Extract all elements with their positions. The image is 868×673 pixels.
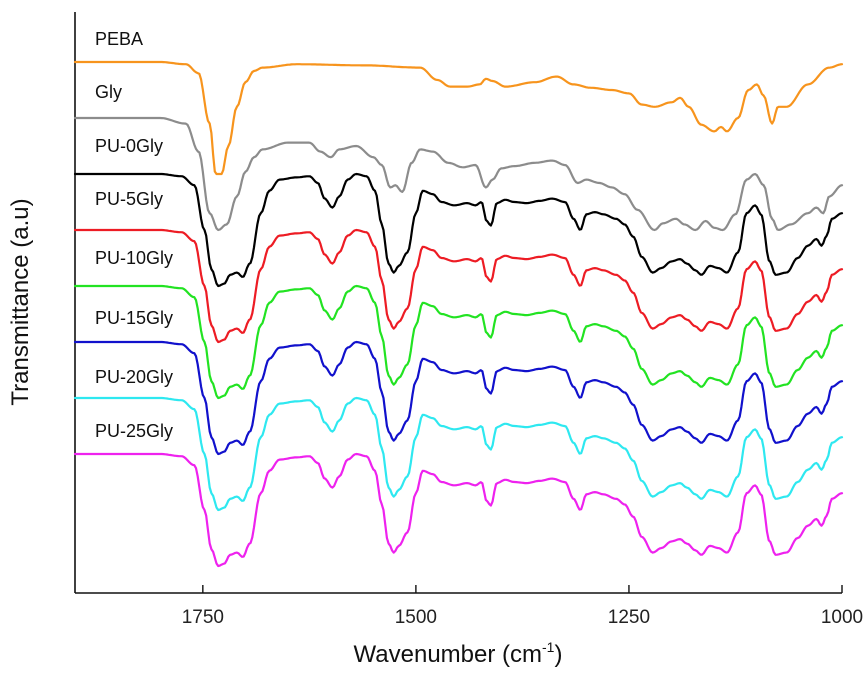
series-label-gly: Gly [95, 82, 122, 102]
series-label-pu-25gly: PU-25Gly [95, 421, 173, 441]
series-label-pu-5gly: PU-5Gly [95, 189, 163, 209]
plot-frame [74, 12, 842, 594]
y-axis-title: Transmittance (a.u) [7, 198, 34, 405]
series-label-pu-0gly: PU-0Gly [95, 136, 163, 156]
series-line-pu-5gly [73, 228, 844, 344]
x-tick-label-1250: 1250 [608, 607, 650, 628]
series-label-pu-10gly: PU-10Gly [95, 248, 173, 268]
series-line-pu-15gly [73, 340, 844, 456]
x-axis-title: Wavenumber (cm-1) [354, 639, 563, 668]
series-labels: PEBA Gly PU-0Gly PU-5Gly PU-10Gly PU-15Gly PU-… [95, 29, 173, 441]
series-line-gly [73, 116, 844, 232]
series-line-pu-10gly [73, 284, 844, 400]
x-tick-label-1500: 1500 [395, 607, 437, 628]
series-label-pu-15gly: PU-15Gly [95, 308, 173, 328]
series-line-pu-20gly [73, 396, 844, 512]
x-axis-ticks [202, 585, 843, 593]
x-tick-label-1750: 1750 [182, 607, 224, 628]
x-tick-label-1000: 1000 [821, 607, 863, 628]
series-line-pu-25gly [73, 452, 844, 568]
x-axis-tick-labels: 1750 1500 1250 1000 [182, 607, 863, 628]
series-label-pu-20gly: PU-20Gly [95, 367, 173, 387]
series-line-peba [73, 60, 844, 176]
series-label-peba: PEBA [95, 29, 143, 49]
series-traces [73, 60, 844, 568]
series-line-pu-0gly [73, 172, 844, 288]
